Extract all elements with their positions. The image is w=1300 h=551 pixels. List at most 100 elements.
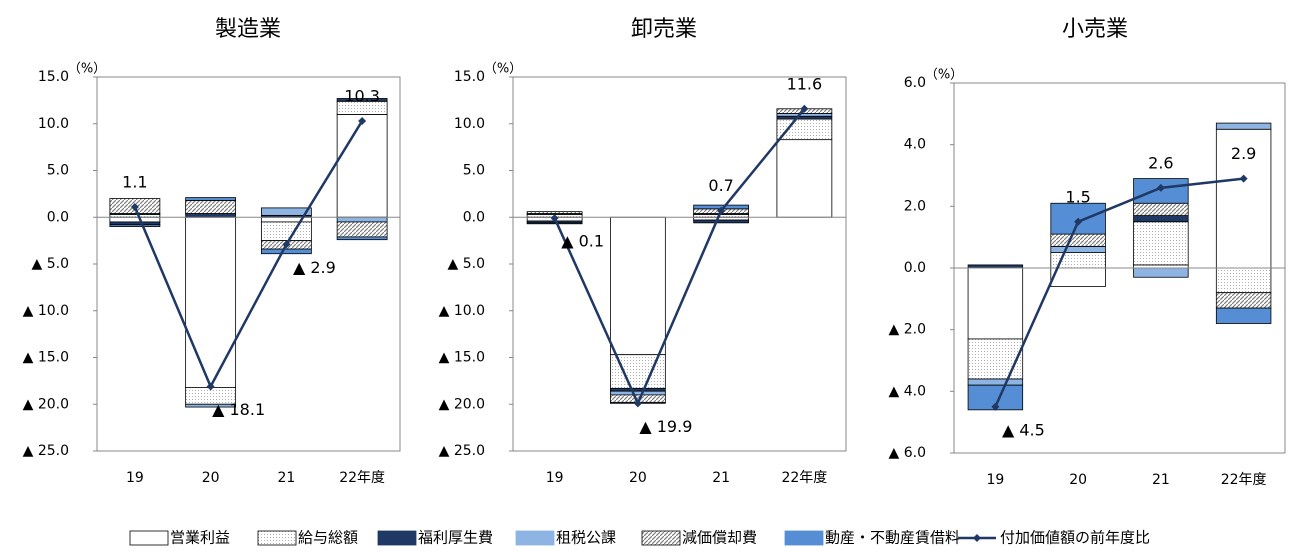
bar-segment: [1215, 128, 1272, 269]
bar-segment: [526, 211, 583, 214]
chart-title: 卸売業: [631, 17, 697, 42]
y-tick-label: ▲ 10.0: [439, 303, 485, 319]
bar-segment: [1050, 246, 1106, 253]
bar-segment: [336, 236, 388, 241]
y-tick-label: ▲ 6.0: [889, 445, 926, 461]
y-tick-label: ▲ 5.0: [32, 256, 69, 272]
bar-segment: [693, 219, 749, 224]
y-tick-label: 4.0: [904, 137, 926, 153]
bar-segment: [336, 114, 388, 218]
legend-label: 営業利益: [170, 529, 230, 547]
line: [994, 177, 1244, 408]
bar-segment: [1133, 221, 1189, 266]
y-tick-label: 10.0: [454, 116, 485, 132]
y-tick-label: ▲ 4.0: [889, 383, 926, 399]
data-label: 1.5: [1065, 187, 1090, 206]
y-tick-label: ▲ 25.0: [439, 443, 485, 459]
y-tick-label: 15.0: [38, 69, 69, 85]
bar-segment: [1050, 233, 1106, 247]
line-marker: [717, 206, 726, 215]
legend-swatch: [784, 530, 824, 546]
legend-label: 動産・不動産賃借料: [825, 529, 960, 547]
y-tick-label: 6.0: [904, 75, 926, 91]
y-tick-label: ▲ 20.0: [23, 396, 69, 412]
line: [553, 107, 806, 407]
y-tick-label: ▲ 25.0: [23, 443, 69, 459]
line-marker: [282, 240, 291, 249]
legend-label: 給与総額: [298, 529, 358, 547]
bar-segment: [967, 338, 1024, 380]
bar-segment: [185, 197, 237, 201]
line-marker: [130, 202, 139, 211]
legend-label: 付加価値額の前年度比: [1000, 529, 1150, 547]
bar-segment: [185, 213, 237, 218]
line-marker: [800, 104, 809, 113]
y-unit: （%）: [68, 62, 106, 77]
line-marker: [1239, 174, 1248, 183]
data-label: ▲ 0.1: [561, 232, 604, 251]
bar-segment: [776, 115, 833, 120]
x-tick-label: 21: [1152, 472, 1170, 488]
legend-swatch: [377, 530, 417, 546]
bar-segment: [185, 216, 237, 388]
data-label: 1.1: [122, 172, 147, 191]
bar-segment: [967, 267, 1024, 340]
x-tick-label: 21: [277, 470, 295, 486]
line-marker: [206, 382, 215, 391]
legend-label: 福利厚生費: [418, 529, 493, 547]
line-marker: [1074, 217, 1083, 226]
data-label: 10.3: [344, 86, 380, 105]
x-tick-label: 19: [986, 472, 1004, 488]
data-label: ▲ 4.5: [1002, 420, 1045, 439]
legend-label: 減価償却費: [682, 529, 757, 547]
x-tick-label: 19: [546, 470, 564, 486]
data-label: 2.6: [1148, 153, 1173, 172]
bar-segment: [336, 216, 388, 223]
bar-segment: [1215, 267, 1272, 294]
x-tick-label: 22年度: [1221, 472, 1267, 488]
y-tick-label: ▲ 15.0: [439, 350, 485, 366]
bar-segment: [776, 139, 833, 218]
bar-segment: [1133, 267, 1189, 278]
legend-swatch-marker: [973, 534, 981, 542]
line: [133, 120, 364, 390]
y-unit: （%）: [484, 62, 522, 77]
bar-segment: [776, 113, 833, 117]
legend-swatch: [641, 530, 681, 546]
y-tick-label: 0.0: [47, 209, 69, 225]
bar-segment: [526, 222, 583, 225]
y-tick-label: ▲ 15.0: [23, 350, 69, 366]
bar-segment: [185, 403, 237, 408]
y-tick-label: 15.0: [454, 69, 485, 85]
bar-segment: [260, 221, 312, 242]
bar-segment: [610, 216, 666, 356]
y-tick-label: 5.0: [463, 163, 485, 179]
bar-segment: [610, 390, 666, 396]
legend-swatch: [515, 530, 555, 546]
line-marker: [991, 402, 1000, 411]
bar-segment: [336, 98, 388, 102]
bar-segment: [336, 221, 388, 238]
bar-segment: [1215, 122, 1272, 130]
bar-segment: [260, 207, 312, 216]
x-tick-label: 20: [1069, 472, 1087, 488]
bar-segment: [1215, 292, 1272, 309]
y-tick-label: 10.0: [38, 116, 69, 132]
bar-segment: [1215, 307, 1272, 324]
legend-label: 租税公課: [556, 529, 616, 547]
data-label: 0.7: [708, 176, 733, 195]
y-tick-label: ▲ 2.0: [889, 322, 926, 338]
bar-segment: [185, 200, 237, 214]
x-tick-label: 19: [126, 470, 144, 486]
x-tick-label: 20: [629, 470, 647, 486]
bar-segment: [109, 221, 161, 226]
y-unit: （%）: [925, 68, 963, 83]
bar-segment: [109, 224, 161, 227]
bar-segment: [610, 387, 666, 392]
data-label: ▲ 18.1: [212, 400, 265, 419]
bar-segment: [776, 118, 833, 141]
x-tick-label: 20: [202, 470, 220, 486]
bar-segment: [1133, 202, 1189, 216]
data-label: 11.6: [787, 74, 823, 93]
bar-segment: [1050, 267, 1106, 287]
